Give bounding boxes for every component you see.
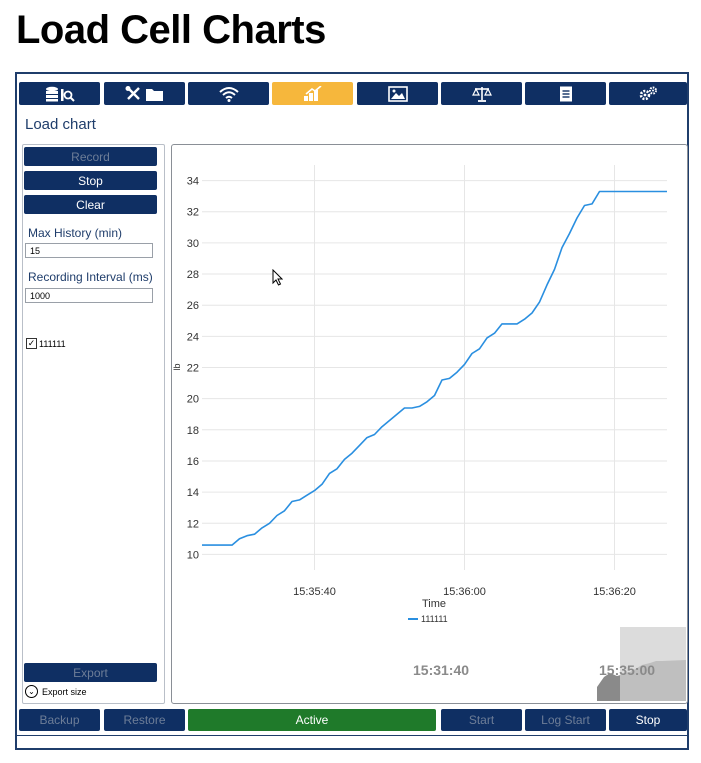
restore-button[interactable]: Restore xyxy=(104,709,185,731)
backup-button[interactable]: Backup xyxy=(19,709,100,731)
y-tick-label: 10 xyxy=(187,549,199,561)
y-axis-label: lb xyxy=(172,363,182,370)
document-icon xyxy=(559,86,573,102)
y-tick-label: 20 xyxy=(187,394,199,406)
stop-recording-button[interactable]: Stop xyxy=(24,171,157,190)
control-panel: Record Stop Clear Max History (min) Reco… xyxy=(22,144,165,704)
x-tick-label: 15:36:00 xyxy=(443,586,486,598)
footer-divider xyxy=(17,735,687,736)
y-tick-label: 12 xyxy=(187,518,199,530)
y-tick-label: 14 xyxy=(187,487,199,499)
chart-up-icon xyxy=(303,85,323,102)
tab-image[interactable] xyxy=(357,82,438,105)
export-button[interactable]: Export xyxy=(24,663,157,682)
gears-icon xyxy=(638,86,658,102)
start-button[interactable]: Start xyxy=(441,709,522,731)
tab-document[interactable] xyxy=(525,82,606,105)
y-tick-label: 18 xyxy=(187,425,199,437)
tab-settings[interactable] xyxy=(609,82,687,105)
max-history-input[interactable] xyxy=(25,243,153,258)
stop-button[interactable]: Stop xyxy=(609,709,687,731)
scale-icon xyxy=(471,86,492,102)
clear-button[interactable]: Clear xyxy=(24,195,157,214)
series-line-111111 xyxy=(202,190,667,546)
x-axis-label: Time xyxy=(422,598,446,610)
log-start-button[interactable]: Log Start xyxy=(525,709,606,731)
tab-tools-folder[interactable] xyxy=(104,82,185,105)
navigator-tick-label: 15:31:40 xyxy=(413,662,469,678)
y-tick-label: 16 xyxy=(187,456,199,468)
x-tick-label: 15:35:40 xyxy=(293,586,336,598)
tools-folder-icon xyxy=(125,85,165,102)
series-checkbox-label: 111111 xyxy=(39,338,66,349)
y-tick-label: 32 xyxy=(187,207,199,219)
y-tick-label: 22 xyxy=(187,363,199,375)
toolbar xyxy=(19,82,687,106)
recording-interval-label: Recording Interval (ms) xyxy=(28,270,153,284)
y-tick-label: 30 xyxy=(187,238,199,250)
y-tick-label: 26 xyxy=(187,300,199,312)
tab-database-search[interactable] xyxy=(19,82,100,105)
recording-interval-input[interactable] xyxy=(25,288,153,303)
load-chart[interactable]: 10 12 14 16 18 20 22 24 26 28 30 32 34 15:35:40 15:36:… xyxy=(172,145,687,703)
navigator-selection-window xyxy=(620,627,686,701)
page-title: Load Cell Charts xyxy=(16,8,326,52)
status-badge: Active xyxy=(188,709,436,731)
navigator-tick-label: 15:35:00 xyxy=(599,662,655,678)
wifi-icon xyxy=(218,86,239,102)
series-checkbox-row[interactable]: ✓ 111111 xyxy=(26,338,66,349)
max-history-label: Max History (min) xyxy=(28,226,123,240)
series-checkbox[interactable]: ✓ xyxy=(26,338,37,349)
legend-label: 111111 xyxy=(421,614,448,624)
export-size-label: Export size xyxy=(42,686,87,697)
x-tick-label: 15:36:20 xyxy=(593,586,636,598)
image-icon xyxy=(387,85,408,102)
chevron-down-icon: ⌄ xyxy=(25,685,38,698)
export-size-toggle[interactable]: ⌄ Export size xyxy=(25,685,87,698)
database-search-icon xyxy=(45,86,75,102)
section-title: Load chart xyxy=(25,116,96,133)
y-tick-label: 28 xyxy=(187,269,199,281)
tab-chart[interactable] xyxy=(272,82,353,105)
record-button[interactable]: Record xyxy=(24,147,157,166)
bottom-bar: Backup Restore Active Start Log Start St… xyxy=(19,709,687,732)
tab-scale[interactable] xyxy=(441,82,522,105)
app-frame: Load chart Record Stop Clear Max History… xyxy=(15,72,689,750)
y-tick-label: 34 xyxy=(187,176,199,188)
chart-panel: 10 12 14 16 18 20 22 24 26 28 30 32 34 15:35:40 15:36:… xyxy=(171,144,688,704)
mouse-cursor-icon xyxy=(272,269,283,286)
y-tick-label: 24 xyxy=(187,331,199,343)
tab-wifi[interactable] xyxy=(188,82,269,105)
